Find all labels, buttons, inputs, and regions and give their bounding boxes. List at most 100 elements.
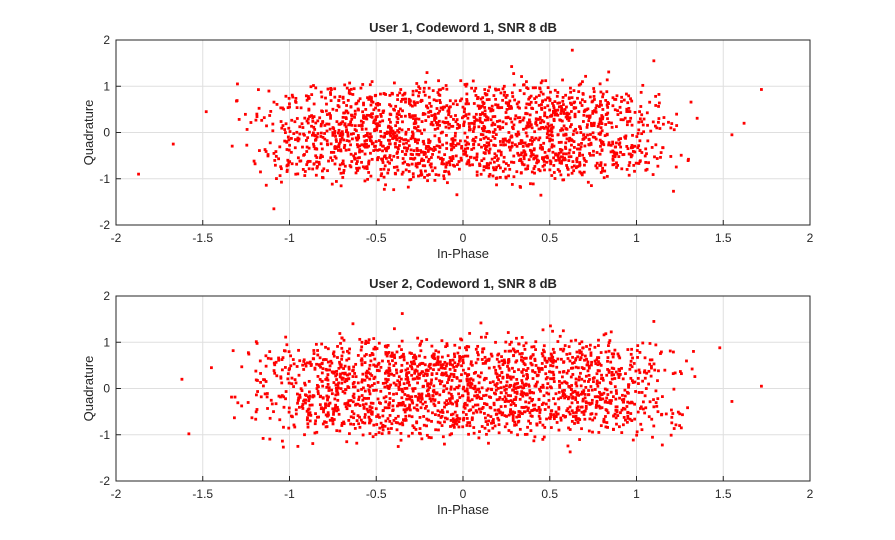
data-point <box>302 358 306 362</box>
data-point <box>254 410 258 414</box>
data-point <box>636 356 639 359</box>
data-point <box>619 118 623 122</box>
data-point <box>599 140 603 144</box>
data-point <box>574 411 578 414</box>
data-point <box>431 411 434 415</box>
data-point <box>294 408 298 412</box>
data-point <box>386 417 390 420</box>
data-point <box>379 113 383 116</box>
data-point <box>285 140 289 143</box>
data-point <box>458 346 462 350</box>
data-point <box>469 408 473 412</box>
data-point <box>574 377 578 381</box>
data-point <box>567 119 571 122</box>
data-point <box>350 160 354 163</box>
data-point <box>390 351 394 355</box>
data-point <box>524 356 528 360</box>
data-point <box>579 145 583 149</box>
data-point <box>572 106 576 110</box>
data-point <box>349 415 353 419</box>
data-point <box>453 134 457 138</box>
data-point <box>613 348 617 352</box>
data-point <box>571 133 575 136</box>
data-point <box>511 419 515 422</box>
data-point <box>496 105 500 109</box>
data-point <box>647 161 650 165</box>
data-point <box>497 164 501 168</box>
data-point <box>620 431 624 434</box>
data-point <box>522 92 526 96</box>
data-point <box>562 124 566 128</box>
data-point <box>341 115 345 119</box>
data-point <box>511 416 515 420</box>
data-point <box>569 339 573 343</box>
data-point <box>460 158 463 162</box>
data-point <box>397 388 401 391</box>
data-point <box>534 122 538 125</box>
data-point <box>341 350 345 354</box>
data-point <box>418 427 422 430</box>
data-point <box>612 414 615 418</box>
data-point <box>552 144 556 148</box>
data-point <box>499 166 502 170</box>
data-point <box>624 418 627 422</box>
data-point <box>549 127 553 131</box>
data-point <box>495 398 499 402</box>
data-point <box>263 392 267 396</box>
data-point <box>306 416 309 420</box>
data-point <box>577 417 580 420</box>
data-point <box>307 379 311 383</box>
data-point <box>611 163 615 167</box>
data-point <box>336 383 340 387</box>
data-point <box>350 113 353 117</box>
data-point <box>494 103 498 107</box>
data-point <box>330 370 334 374</box>
data-point <box>573 115 577 119</box>
data-point <box>507 164 510 167</box>
data-point <box>428 139 432 143</box>
data-point <box>384 381 388 385</box>
data-point <box>312 102 316 106</box>
data-point <box>444 416 447 420</box>
data-point <box>303 383 307 387</box>
data-point <box>366 96 369 100</box>
data-point <box>342 338 346 342</box>
data-point <box>351 137 354 141</box>
data-point <box>340 354 344 358</box>
data-point <box>395 152 399 155</box>
data-point <box>307 395 310 399</box>
data-point <box>325 376 329 380</box>
data-point <box>472 127 476 131</box>
data-point <box>574 106 578 110</box>
data-point <box>473 386 477 390</box>
data-point <box>491 115 495 119</box>
data-point <box>586 180 590 184</box>
data-point <box>180 377 184 381</box>
data-point <box>358 148 362 152</box>
data-point <box>456 362 460 366</box>
data-point <box>524 393 528 397</box>
data-point <box>427 392 430 396</box>
data-point <box>541 125 545 129</box>
data-point <box>436 409 440 413</box>
data-point <box>608 399 612 402</box>
data-point <box>329 93 332 96</box>
data-point <box>449 425 452 428</box>
data-point <box>610 377 614 381</box>
data-point <box>547 357 551 361</box>
x-tick-label: -1.5 <box>192 487 213 501</box>
data-point <box>445 399 449 403</box>
data-point <box>514 398 518 401</box>
data-point <box>549 415 553 419</box>
data-point <box>590 363 593 367</box>
data-point <box>419 150 423 154</box>
data-point <box>493 408 497 412</box>
data-point <box>610 399 613 402</box>
data-point <box>667 120 670 124</box>
data-point <box>381 144 385 148</box>
data-point <box>362 386 365 390</box>
data-point <box>551 356 555 359</box>
data-point <box>437 350 441 354</box>
data-point <box>502 155 506 159</box>
data-point <box>388 142 391 146</box>
